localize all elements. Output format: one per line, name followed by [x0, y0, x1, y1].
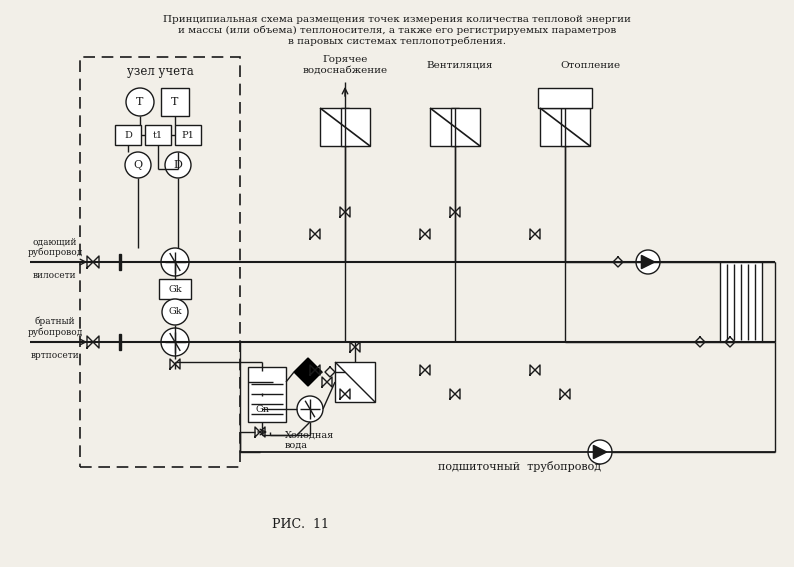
- Bar: [538, 88, 592, 108]
- Text: Горячее
водоснабжение: Горячее водоснабжение: [303, 56, 387, 75]
- Text: D: D: [124, 130, 132, 139]
- Text: Q: Q: [133, 160, 143, 170]
- Text: Отопление: Отопление: [560, 61, 620, 70]
- Polygon shape: [294, 358, 322, 386]
- Text: D: D: [174, 160, 183, 170]
- Polygon shape: [119, 254, 121, 270]
- Bar: [341, 108, 370, 146]
- Polygon shape: [256, 376, 268, 388]
- Circle shape: [588, 440, 612, 464]
- Bar: [320, 108, 349, 146]
- Bar: [561, 108, 590, 146]
- Bar: [161, 88, 189, 116]
- Text: P1: P1: [182, 130, 195, 139]
- Text: и массы (или объема) теплоносителя, а также его регистрируемых параметров: и массы (или объема) теплоносителя, а та…: [178, 26, 616, 35]
- Bar: [175, 125, 201, 145]
- Text: узел учета: узел учета: [126, 66, 194, 78]
- Bar: [159, 279, 191, 299]
- Bar: [335, 362, 375, 402]
- Circle shape: [125, 152, 151, 178]
- Bar: [80, 57, 240, 467]
- Text: t1: t1: [153, 130, 163, 139]
- Text: вилосети: вилосети: [33, 272, 77, 281]
- Circle shape: [249, 396, 275, 422]
- Text: T: T: [137, 97, 144, 107]
- Polygon shape: [593, 446, 607, 459]
- Text: Вентиляция: Вентиляция: [426, 61, 493, 70]
- Bar: [115, 125, 141, 145]
- Circle shape: [161, 328, 189, 356]
- Text: подшиточный  трубопровод: подшиточный трубопровод: [438, 462, 602, 472]
- Text: Принципиальная схема размещения точек измерения количества тепловой энергии: Принципиальная схема размещения точек из…: [163, 15, 631, 23]
- Circle shape: [251, 371, 273, 393]
- Polygon shape: [642, 255, 654, 269]
- Bar: [451, 108, 480, 146]
- Bar: [720, 262, 762, 342]
- Bar: [248, 367, 286, 422]
- Text: РИС.  11: РИС. 11: [272, 518, 329, 531]
- Text: Gk: Gk: [168, 307, 182, 316]
- Text: Gk: Gk: [168, 285, 182, 294]
- Text: в паровых системах теплопотребления.: в паровых системах теплопотребления.: [288, 36, 506, 46]
- Polygon shape: [119, 334, 121, 350]
- Circle shape: [162, 299, 188, 325]
- Text: Холодная
вода: Холодная вода: [285, 430, 334, 450]
- Circle shape: [165, 152, 191, 178]
- Circle shape: [636, 250, 660, 274]
- Bar: [145, 125, 171, 145]
- Text: братный
рубопровод: братный рубопровод: [27, 317, 83, 337]
- Circle shape: [297, 396, 323, 422]
- Text: T: T: [172, 97, 179, 107]
- Bar: [540, 108, 569, 146]
- Text: вртпосети: вртпосети: [31, 352, 79, 361]
- Circle shape: [126, 88, 154, 116]
- Text: одающий
рубопровод: одающий рубопровод: [27, 237, 83, 257]
- Text: Gn: Gn: [255, 404, 269, 413]
- Bar: [430, 108, 459, 146]
- Circle shape: [161, 248, 189, 276]
